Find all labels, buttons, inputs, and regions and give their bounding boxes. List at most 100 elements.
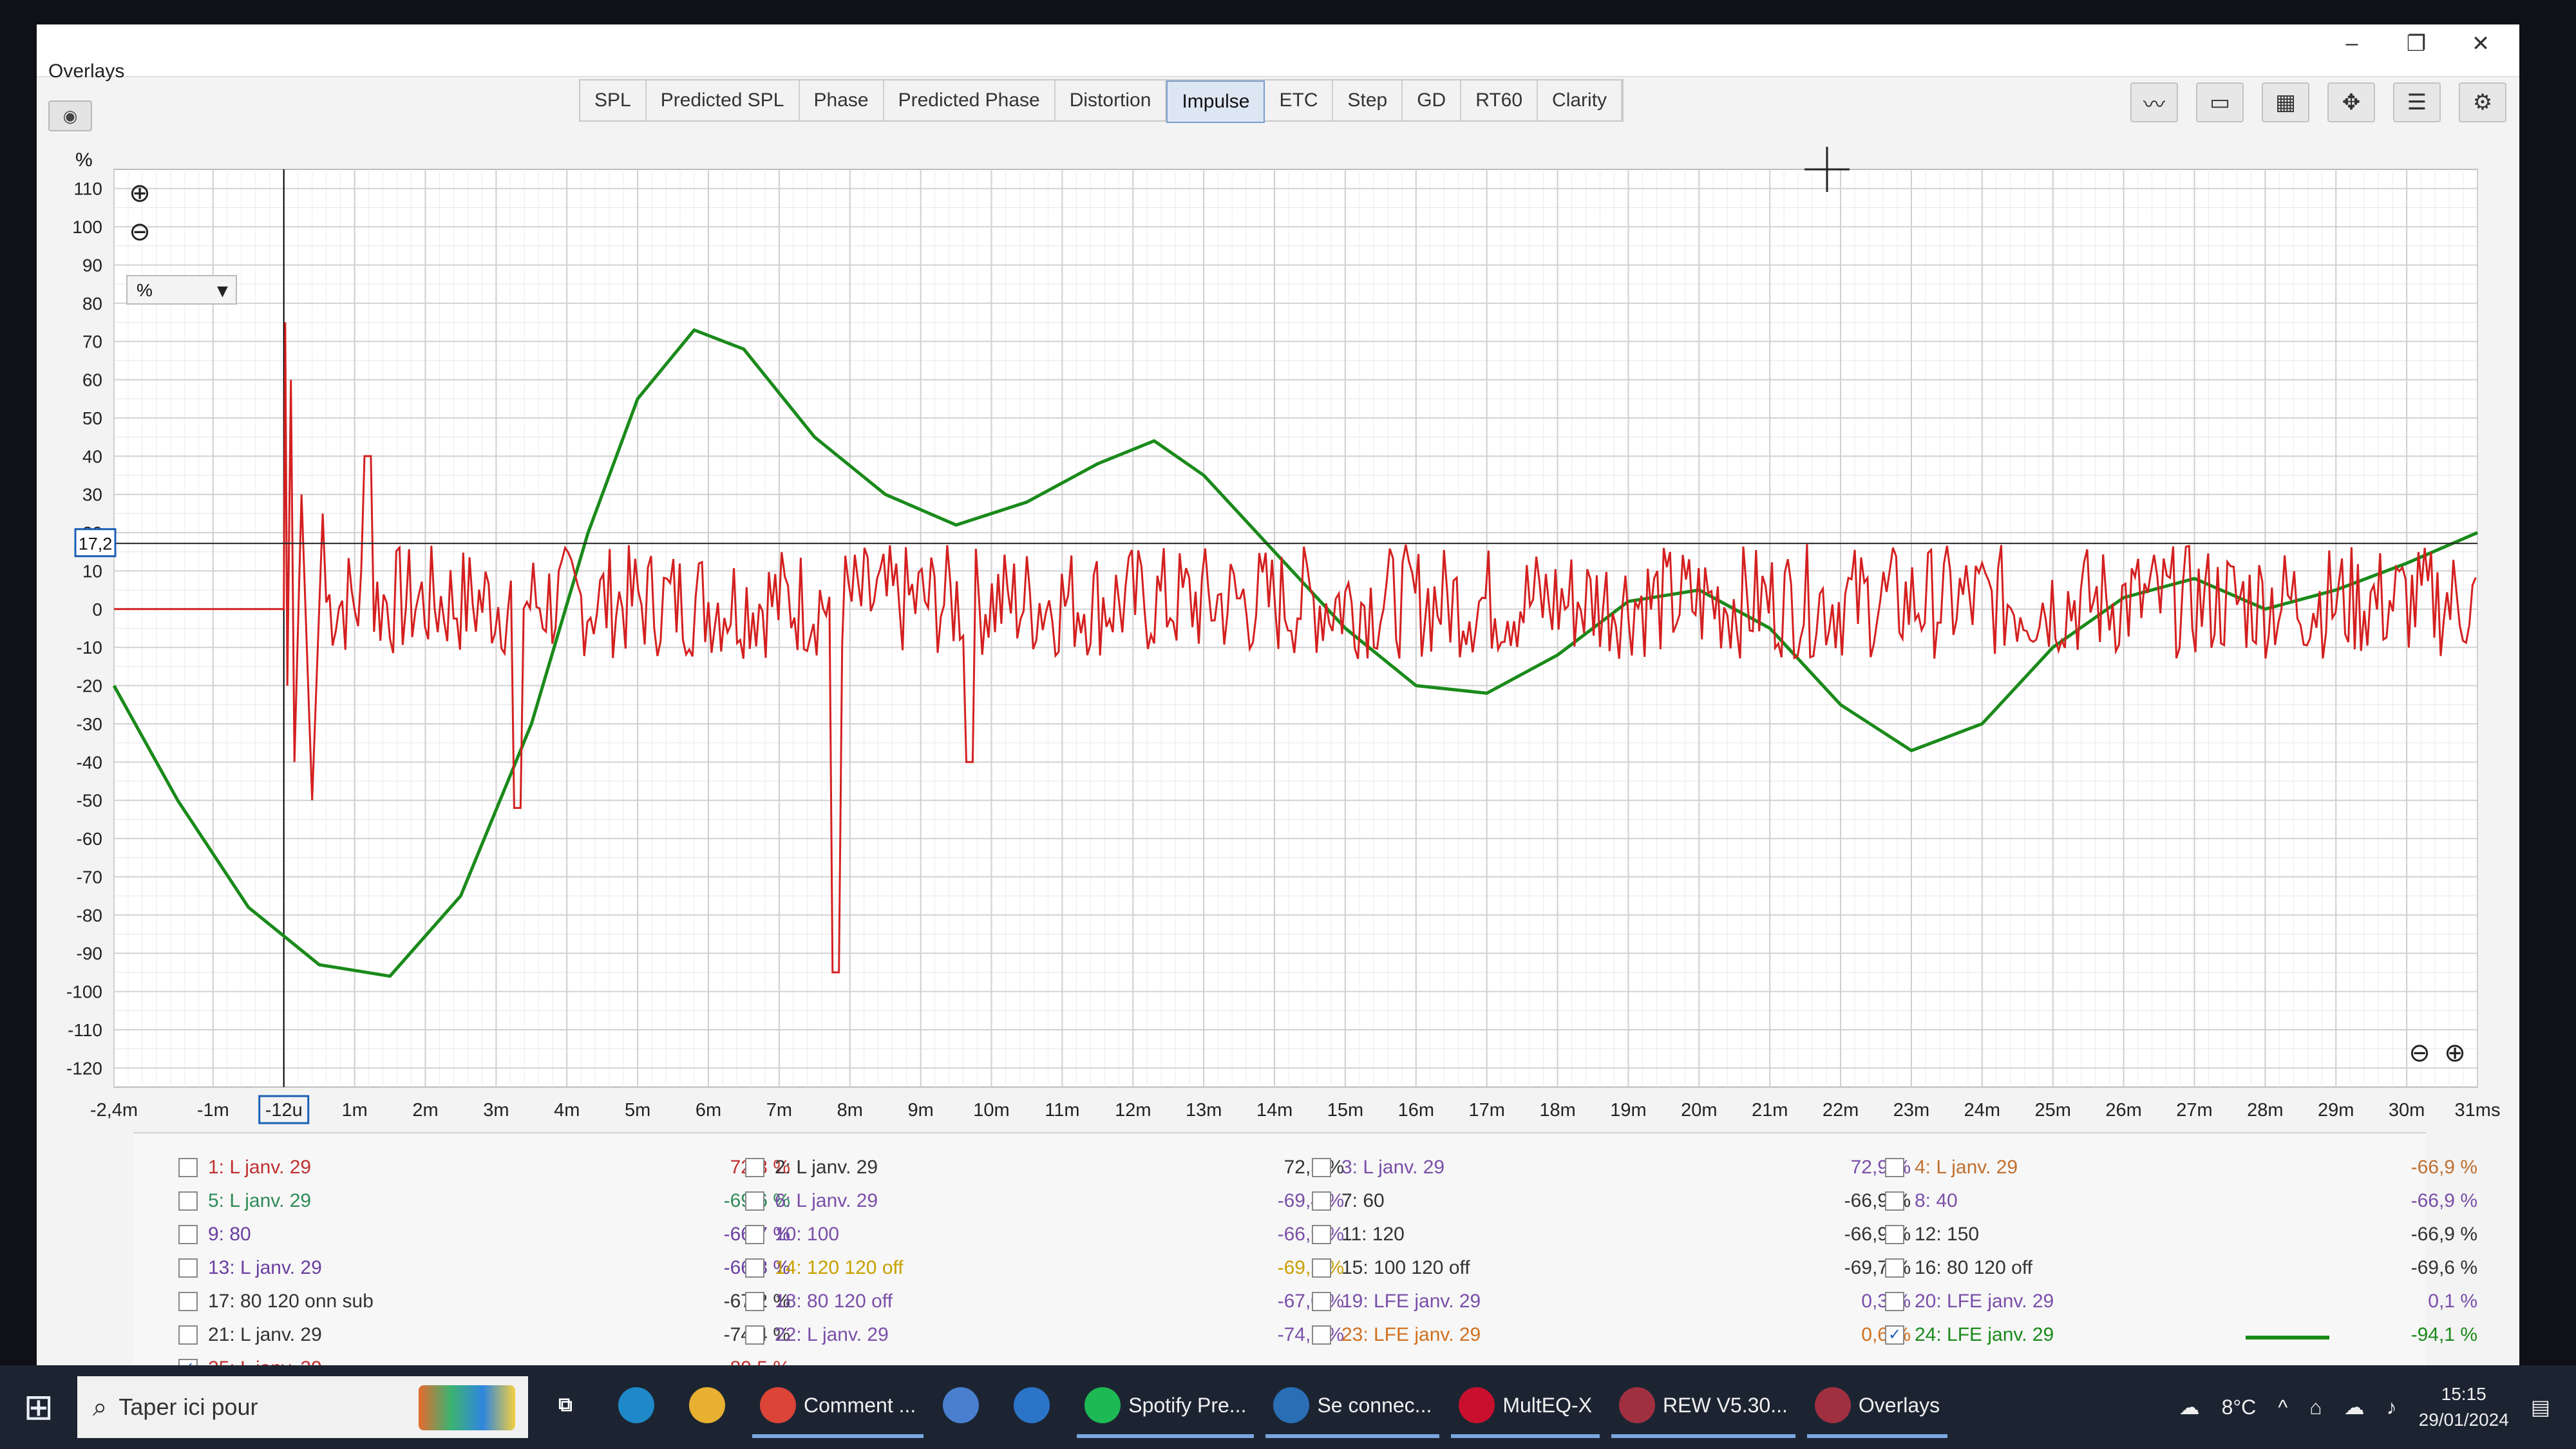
legend-value: -94,1 % xyxy=(2410,1324,2477,1345)
zoom-out-icon[interactable]: ⊖ xyxy=(2409,1038,2430,1068)
legend-item[interactable]: 13: L janv. 29 xyxy=(178,1253,322,1283)
tab-spl[interactable]: SPL xyxy=(580,80,647,120)
legend-item[interactable]: 16: 80 120 off xyxy=(1885,1253,2032,1283)
legend-item[interactable]: 2: L janv. 29 xyxy=(745,1153,878,1182)
onedrive-icon[interactable]: ☁ xyxy=(2344,1396,2365,1419)
tab-etc[interactable]: ETC xyxy=(1265,80,1334,120)
legend-item[interactable]: 5: L janv. 29 xyxy=(178,1186,311,1216)
gear-icon[interactable]: ⚙ xyxy=(2459,82,2506,122)
notifications-icon[interactable]: ▤ xyxy=(2530,1396,2550,1419)
taskbar-app-folder[interactable] xyxy=(681,1376,741,1438)
legend-item[interactable]: 7: 60 xyxy=(1312,1186,1385,1216)
restore-button[interactable]: ❐ xyxy=(2406,32,2427,56)
tab-distortion[interactable]: Distortion xyxy=(1055,80,1167,120)
tab-phase[interactable]: Phase xyxy=(799,80,884,120)
trace-checkbox[interactable] xyxy=(745,1158,764,1177)
legend-item[interactable]: 10: 100 xyxy=(745,1220,839,1249)
unit-dropdown[interactable] xyxy=(126,275,237,305)
taskbar-app-chrome[interactable]: Comment ... xyxy=(752,1376,924,1438)
legend-item[interactable]: 21: L janv. 29 xyxy=(178,1320,322,1350)
taskbar-app-store[interactable] xyxy=(935,1376,994,1438)
trace-checkbox[interactable] xyxy=(1312,1258,1331,1278)
trace-checkbox[interactable] xyxy=(1885,1292,1904,1311)
impulse-graph[interactable]: 1101009080706050403020100-10-20-30-40-50… xyxy=(37,121,2519,1145)
taskbar-app-edge[interactable] xyxy=(611,1376,670,1438)
network-icon[interactable]: ⌂ xyxy=(2309,1395,2322,1419)
tab-predicted-phase[interactable]: Predicted Phase xyxy=(884,80,1056,120)
trace-checkbox[interactable] xyxy=(178,1292,198,1311)
legend-item[interactable]: 19: LFE janv. 29 xyxy=(1312,1287,1481,1316)
close-button[interactable]: ✕ xyxy=(2471,32,2490,56)
taskbar-app-multeq[interactable]: MultEQ-X xyxy=(1451,1376,1600,1438)
tab-clarity[interactable]: Clarity xyxy=(1538,80,1623,120)
pan-arrows-icon[interactable]: ✥ xyxy=(2327,82,2375,122)
tab-gd[interactable]: GD xyxy=(1403,80,1462,120)
trace-checkbox[interactable] xyxy=(1312,1325,1331,1345)
legend-item[interactable]: 17: 80 120 onn sub xyxy=(178,1287,374,1316)
chevron-up-icon[interactable]: ^ xyxy=(2278,1395,2288,1419)
trace-checkbox[interactable] xyxy=(178,1225,198,1244)
zoom-out-icon[interactable]: ⊖ xyxy=(129,217,151,247)
taskbar-app-label: Comment ... xyxy=(804,1393,916,1417)
taskbar-app-spotify[interactable]: Spotify Pre... xyxy=(1077,1376,1255,1438)
windows-start-icon[interactable]: ⊞ xyxy=(23,1387,54,1427)
trace-checkbox[interactable] xyxy=(1885,1258,1904,1278)
taskbar-app-overlays[interactable]: Overlays xyxy=(1806,1376,1948,1438)
taskbar-app-steam[interactable]: Se connec... xyxy=(1265,1376,1440,1438)
trace-checkbox[interactable] xyxy=(1312,1225,1331,1244)
minimize-button[interactable]: – xyxy=(2345,31,2358,55)
tab-impulse[interactable]: Impulse xyxy=(1166,80,1265,123)
waveform-icon[interactable]: 〰 xyxy=(2130,82,2178,122)
layout-icon[interactable]: ☰ xyxy=(2393,82,2441,122)
trace-checkbox[interactable] xyxy=(745,1225,764,1244)
legend-item[interactable]: 3: L janv. 29 xyxy=(1312,1153,1444,1182)
tab-rt60[interactable]: RT60 xyxy=(1461,80,1539,120)
trace-checkbox[interactable] xyxy=(178,1191,198,1211)
legend-item[interactable]: 4: L janv. 29 xyxy=(1885,1153,2018,1182)
legend-item[interactable]: 1: L janv. 29 xyxy=(178,1153,311,1182)
zoom-in-icon[interactable]: ⊕ xyxy=(2444,1038,2466,1068)
legend-item[interactable]: 18: 80 120 off xyxy=(745,1287,893,1316)
legend-item[interactable]: 14: 120 120 off xyxy=(745,1253,904,1283)
trace-checkbox[interactable] xyxy=(178,1158,198,1177)
legend-item[interactable]: 8: 40 xyxy=(1885,1186,1958,1216)
taskbar-app-mail[interactable] xyxy=(1006,1376,1065,1438)
legend-label: 13: L janv. 29 xyxy=(208,1257,322,1278)
tab-predicted-spl[interactable]: Predicted SPL xyxy=(646,80,800,120)
legend-item[interactable]: 11: 120 xyxy=(1312,1220,1405,1249)
capture-button[interactable]: ◉ xyxy=(48,100,92,131)
x-tick-label: 5m xyxy=(625,1100,650,1121)
legend-item[interactable]: 12: 150 xyxy=(1885,1220,1979,1249)
zoom-in-icon[interactable]: ⊕ xyxy=(129,178,151,208)
weather-temp[interactable]: 8°C xyxy=(2221,1395,2257,1419)
taskbar-app-task-view[interactable]: ⧉ xyxy=(540,1376,599,1438)
legend-item[interactable]: 23: LFE janv. 29 xyxy=(1312,1320,1481,1350)
legend-item[interactable]: 20: LFE janv. 29 xyxy=(1885,1287,2054,1316)
trace-checkbox[interactable] xyxy=(1885,1158,1904,1177)
trace-checkbox[interactable] xyxy=(1312,1158,1331,1177)
trace-checkbox[interactable] xyxy=(178,1325,198,1345)
trace-checkbox[interactable] xyxy=(1312,1292,1331,1311)
legend-item[interactable]: ✓ 24: LFE janv. 29 xyxy=(1885,1320,2054,1350)
taskbar-app-rew[interactable]: REW V5.30... xyxy=(1611,1376,1795,1438)
trace-checkbox[interactable] xyxy=(1312,1191,1331,1211)
trace-checkbox[interactable] xyxy=(1885,1225,1904,1244)
volume-icon[interactable]: ♪ xyxy=(2386,1395,2397,1419)
trace-checkbox[interactable] xyxy=(745,1258,764,1278)
trace-checkbox[interactable] xyxy=(178,1258,198,1278)
trace-checkbox[interactable]: ✓ xyxy=(1885,1325,1904,1345)
legend-item[interactable]: 15: 100 120 off xyxy=(1312,1253,1470,1283)
blank-panel-icon[interactable]: ▭ xyxy=(2196,82,2244,122)
clock[interactable]: 15:15 29/01/2024 xyxy=(2419,1381,2509,1433)
trace-checkbox[interactable] xyxy=(745,1325,764,1345)
trace-checkbox[interactable] xyxy=(745,1191,764,1211)
legend-label: 5: L janv. 29 xyxy=(208,1190,312,1211)
tab-step[interactable]: Step xyxy=(1333,80,1403,120)
legend-item[interactable]: 9: 80 xyxy=(178,1220,251,1249)
legend-item[interactable]: 6: L janv. 29 xyxy=(745,1186,878,1216)
trace-checkbox[interactable] xyxy=(745,1292,764,1311)
taskbar-search[interactable]: ⌕ Taper ici pour xyxy=(77,1376,528,1438)
grid-panel-icon[interactable]: ▦ xyxy=(2262,82,2309,122)
legend-item[interactable]: 22: L janv. 29 xyxy=(745,1320,889,1350)
trace-checkbox[interactable] xyxy=(1885,1191,1904,1211)
